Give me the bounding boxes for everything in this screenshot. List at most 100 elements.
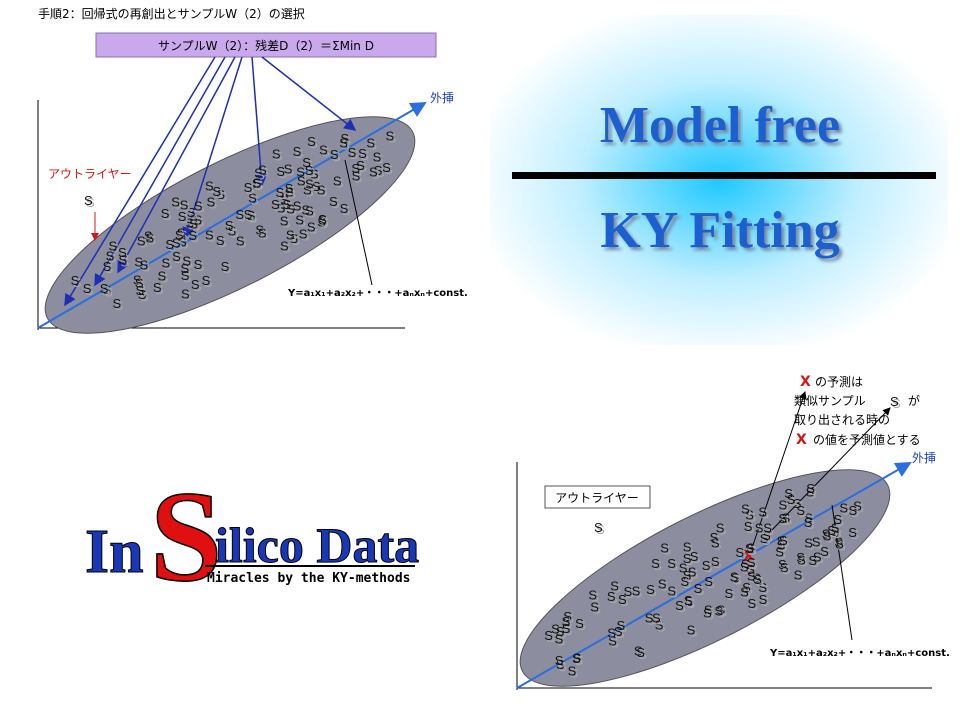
sample: S — [831, 520, 840, 535]
formula-text: サンプルW（2）：残差D（2）＝ΣMin D — [158, 39, 374, 53]
sample: S — [293, 199, 302, 214]
sample: S — [205, 178, 214, 193]
sample: S — [165, 237, 174, 252]
sample: S — [236, 233, 245, 248]
sample: S — [185, 215, 194, 230]
sample: S — [710, 530, 719, 545]
sample: S — [679, 561, 688, 576]
sample: S — [655, 618, 664, 633]
sample: S — [339, 136, 348, 151]
sample: S — [356, 158, 365, 173]
sample: S — [202, 273, 211, 288]
sample: S — [301, 203, 310, 218]
sample: S — [777, 537, 786, 552]
sample: S — [744, 519, 753, 534]
sample: S — [303, 182, 312, 197]
sample: S — [144, 229, 153, 244]
sample: S — [340, 201, 349, 216]
sample: S — [839, 501, 848, 516]
sample: S — [684, 593, 693, 608]
sample: S — [100, 281, 109, 296]
sample: S — [748, 596, 757, 611]
sample: S — [730, 570, 739, 585]
sample: S — [307, 134, 316, 149]
sample: S — [276, 164, 285, 179]
sample: S — [244, 180, 253, 195]
sample: S — [318, 212, 327, 227]
sample: S — [741, 556, 750, 571]
sample: S — [617, 618, 626, 633]
sample: S — [191, 277, 200, 292]
sample: S — [731, 570, 740, 585]
sample: S — [753, 572, 762, 587]
sample: S — [667, 556, 676, 571]
sample: S — [759, 592, 768, 607]
sample: S — [758, 580, 767, 595]
sample: S — [212, 184, 221, 199]
sample: S — [305, 177, 314, 192]
sample: S — [253, 175, 262, 190]
logo-in: In — [85, 518, 144, 586]
sample: S — [299, 227, 308, 242]
sample: S — [271, 197, 280, 212]
sample: S — [276, 185, 285, 200]
sample: S — [146, 231, 155, 246]
sample: S — [573, 650, 582, 665]
sample: S — [153, 280, 162, 295]
sample: S — [804, 510, 813, 525]
sample: S — [784, 486, 793, 501]
note-x2: X — [796, 432, 807, 448]
sample: S — [747, 568, 756, 583]
sample: S — [675, 598, 684, 613]
sample: S — [804, 515, 813, 530]
sample: S — [711, 554, 720, 569]
top-left-diagram: 手順2：回帰式の再創出とサンプルW（2）の選択 サンプルW（2）：残差D（2）＝… — [37, 7, 468, 334]
sample: S — [358, 146, 367, 161]
sample: S — [796, 503, 805, 518]
equation: Y=a₁x₁+a₂x₂+・・・+aₙxₙ+const. — [287, 288, 468, 299]
sample: S — [373, 149, 382, 164]
sample: S — [740, 560, 749, 575]
sample: S — [680, 574, 689, 589]
sample: S — [735, 545, 744, 560]
sample: S — [848, 503, 857, 518]
logo-tagline: Miracles by the KY-methods — [207, 571, 411, 586]
sample: S — [690, 549, 699, 564]
sample: S — [135, 275, 144, 290]
sample: S — [193, 212, 202, 227]
sample: S — [351, 161, 360, 176]
sample: S — [563, 609, 572, 624]
sample: S — [290, 231, 299, 246]
sample: S — [280, 213, 289, 228]
sample: S — [652, 610, 661, 625]
sample: S — [758, 505, 767, 520]
sample: S — [317, 183, 326, 198]
logo: In S ilico Data Miracles by the KY-metho… — [85, 464, 420, 610]
title-line2: KY Fitting — [600, 202, 839, 259]
equation: Y=a₁x₁+a₂x₂+・・・+aₙxₙ+const. — [769, 648, 950, 659]
sample: S — [178, 234, 187, 249]
sample: S — [281, 193, 290, 208]
sample: S — [225, 218, 234, 233]
logo-rest: ilico Data — [215, 517, 419, 573]
sample: S — [216, 233, 225, 248]
equation-pointer — [344, 159, 373, 286]
step-title: 手順2：回帰式の再創出とサンプルW（2）の選択 — [38, 7, 305, 21]
sample: S — [694, 581, 703, 596]
sample: S — [777, 534, 786, 549]
sample: S — [804, 536, 813, 551]
title-divider — [512, 172, 936, 179]
sample: S — [555, 632, 564, 647]
sample: S — [835, 536, 844, 551]
sample: S — [181, 268, 190, 283]
sample: S — [608, 633, 617, 648]
sample: S — [134, 254, 143, 269]
sample: S — [137, 234, 146, 249]
sample: S — [848, 525, 857, 540]
sample: S — [366, 135, 375, 150]
sample: S — [84, 193, 93, 208]
sample: S — [106, 248, 115, 263]
target-x: X — [743, 547, 755, 565]
sample: S — [284, 162, 293, 177]
